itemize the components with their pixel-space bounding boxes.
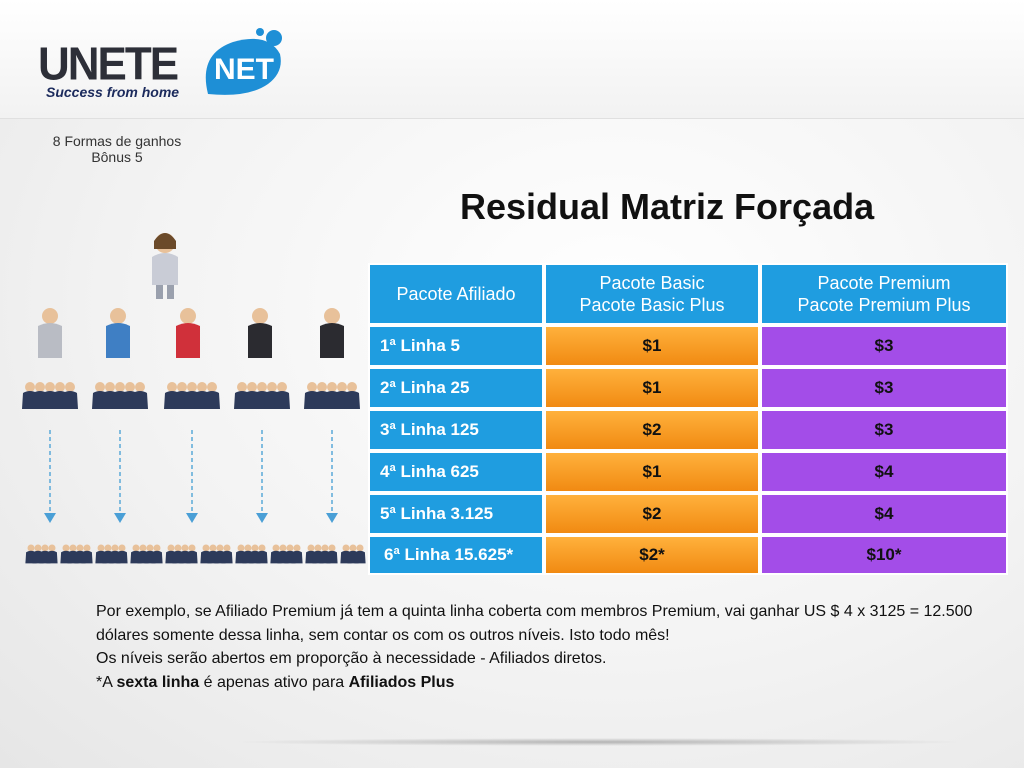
table-row: 2ª Linha 25 $1 $3: [368, 367, 1008, 409]
row-basic-value: $1: [544, 451, 760, 493]
table-header-row: Pacote Afiliado Pacote Basic Pacote Basi…: [368, 263, 1008, 325]
logo-net-badge: NET: [205, 28, 282, 95]
row-premium-value: $4: [760, 493, 1008, 535]
header-cell-premium: Pacote Premium Pacote Premium Plus: [760, 263, 1008, 325]
header-basic-line2: Pacote Basic Plus: [579, 295, 725, 315]
header-cell-affiliate: Pacote Afiliado: [368, 263, 544, 325]
row-basic-value: $2*: [544, 535, 760, 575]
footnote-middle: é apenas ativo para: [199, 673, 349, 691]
logo-wordmark: UNETE: [38, 38, 179, 91]
table-row: 3ª Linha 125 $2 $3: [368, 409, 1008, 451]
footnote-paragraph-1: Por exemplo, se Afiliado Premium já tem …: [96, 603, 973, 644]
row-level: 3ª Linha 125: [368, 409, 544, 451]
header-basic-line1: Pacote Basic: [599, 273, 705, 293]
bottom-crowd-icon: [25, 544, 366, 564]
table-row: 6ª Linha 15.625* $2* $10*: [368, 535, 1008, 575]
row-premium-value: $3: [760, 325, 1008, 367]
table-row: 5ª Linha 3.125 $2 $4: [368, 493, 1008, 535]
header-cell-basic: Pacote Basic Pacote Basic Plus: [544, 263, 760, 325]
downward-arrows: [49, 430, 333, 515]
row-level: 4ª Linha 625: [368, 451, 544, 493]
row-premium-value: $10*: [760, 535, 1008, 575]
footnote-bold-sixth-line: sexta linha: [116, 673, 200, 691]
company-logo: UNETE NET Success from home: [38, 18, 308, 108]
logo-net-text: NET: [214, 53, 274, 86]
footnote-text: Por exemplo, se Afiliado Premium já tem …: [96, 600, 996, 694]
footnote-prefix: *A: [96, 673, 117, 691]
org-tree-illustration: [22, 233, 366, 564]
row-basic-value: $1: [544, 325, 760, 367]
table-row: 1ª Linha 5 $1 $3: [368, 325, 1008, 367]
page-title: Residual Matriz Forçada: [460, 186, 875, 227]
row-basic-value: $1: [544, 367, 760, 409]
row-premium-value: $4: [760, 451, 1008, 493]
row-level: 6ª Linha 15.625*: [368, 535, 544, 575]
caption-line-2: Bônus 5: [91, 149, 143, 165]
row-level: 5ª Linha 3.125: [368, 493, 544, 535]
header-premium-line1: Pacote Premium: [817, 273, 951, 293]
footnote-paragraph-2: Os níveis serão abertos em proporção à n…: [96, 650, 607, 667]
row-premium-value: $3: [760, 367, 1008, 409]
bottom-shadow-divider: [230, 738, 970, 746]
footnote-bold-affiliates-plus: Afiliados Plus: [348, 673, 455, 691]
row-level: 1ª Linha 5: [368, 325, 544, 367]
table-row: 4ª Linha 625 $1 $4: [368, 451, 1008, 493]
top-person-icon: [152, 233, 178, 299]
row-premium-value: $3: [760, 409, 1008, 451]
row-basic-value: $2: [544, 409, 760, 451]
level-1-people-icon: [38, 308, 344, 358]
footnote-paragraph-3: *A sexta linha é apenas ativo para Afili…: [96, 671, 996, 695]
arrow-heads: [44, 513, 338, 523]
level-2-people-icon: [22, 382, 360, 409]
row-basic-value: $2: [544, 493, 760, 535]
header-band: [0, 0, 1024, 119]
row-level: 2ª Linha 25: [368, 367, 544, 409]
side-caption: 8 Formas de ganhos Bônus 5: [22, 133, 212, 165]
logo-tagline: Success from home: [46, 84, 180, 100]
header-premium-line2: Pacote Premium Plus: [797, 295, 971, 315]
caption-line-1: 8 Formas de ganhos: [52, 133, 182, 149]
